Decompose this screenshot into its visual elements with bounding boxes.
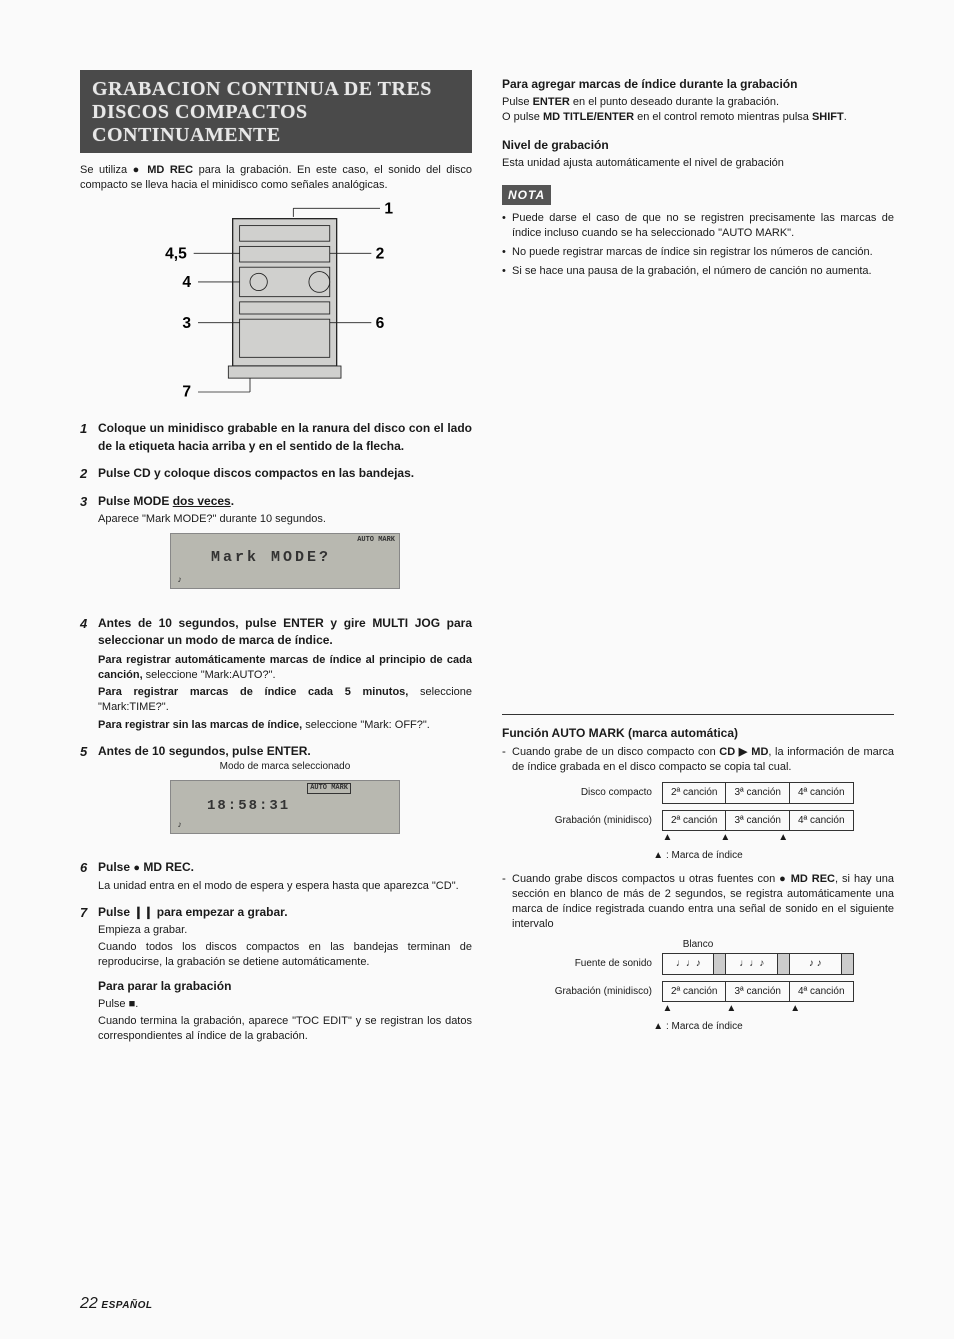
svg-text:7: 7 xyxy=(182,383,191,400)
step-note: Empieza a grabar. xyxy=(98,923,472,938)
device-diagram: 1 2 6 4,5 4 3 7 xyxy=(80,201,472,407)
step-num: 6 xyxy=(80,859,98,893)
step-note: Aparece "Mark MODE?" durante 10 segundos… xyxy=(98,512,472,527)
divider xyxy=(502,714,894,715)
mark-table-1: Disco compacto 2ª canción 3ª canción 4ª … xyxy=(542,782,853,845)
step-note: La unidad entra en el modo de espera y e… xyxy=(98,879,472,894)
step-num: 5 xyxy=(80,743,98,850)
intro-text: Se utiliza ● MD REC para la grabación. E… xyxy=(80,163,472,193)
auto-mark-heading: Función AUTO MARK (marca automática) xyxy=(502,725,894,741)
svg-text:4: 4 xyxy=(182,274,191,291)
step-4: 4 Antes de 10 segundos, pulse ENTER y gi… xyxy=(80,615,472,733)
table-cell: 3ª canción xyxy=(726,783,790,804)
step-title: Antes de 10 segundos, pulse ENTER. xyxy=(98,744,311,758)
table-cell: ♪ ♪ xyxy=(790,954,842,975)
step-sub: Para registrar sin las marcas de índice,… xyxy=(98,718,472,733)
table-cell: 3ª canción xyxy=(726,810,790,831)
title-line1: GRABACION CONTINUA DE TRES xyxy=(92,78,460,101)
step-1: 1 Coloque un minidisco grabable en la ra… xyxy=(80,420,472,455)
table-cell: 2ª canción xyxy=(662,981,726,1002)
svg-text:1: 1 xyxy=(384,201,393,217)
svg-text:6: 6 xyxy=(376,315,385,332)
step-title: Pulse CD y coloque discos compactos en l… xyxy=(98,466,414,480)
nota-item: Puede darse el caso de que no se registr… xyxy=(502,211,894,241)
step-title: Pulse ● MD REC. xyxy=(98,860,194,874)
level-heading: Nivel de grabación xyxy=(502,137,894,153)
right-column: Para agregar marcas de índice durante la… xyxy=(502,70,894,1054)
section-title: GRABACION CONTINUA DE TRES DISCOS COMPAC… xyxy=(80,70,472,153)
table-cell: 3ª canción xyxy=(726,981,790,1002)
stop-body: Pulse ■. xyxy=(98,997,472,1012)
page-lang: ESPAÑOL xyxy=(101,1300,152,1311)
lcd-display: AUTO MARK Mark MODE? ♪ xyxy=(98,533,472,595)
left-column: GRABACION CONTINUA DE TRES DISCOS COMPAC… xyxy=(80,70,472,1054)
add-marks-heading: Para agregar marcas de índice durante la… xyxy=(502,76,894,92)
stop-heading: Para parar la grabación xyxy=(98,978,472,994)
lcd-text: Mark MODE? xyxy=(211,548,331,568)
table-label: Grabación (minidisco) xyxy=(542,810,662,831)
step-num: 3 xyxy=(80,493,98,605)
step-num: 7 xyxy=(80,904,98,1044)
mark-table-2: Fuente de sonido ♩♩♪ ♩♩♪ ♪ ♪ Grabación (… xyxy=(542,953,853,1016)
step-num: 1 xyxy=(80,420,98,455)
step-num: 4 xyxy=(80,615,98,733)
table-label: Fuente de sonido xyxy=(542,954,662,975)
steps-list: 1 Coloque un minidisco grabable en la ra… xyxy=(80,420,472,1043)
auto-mark-item: - Cuando grabe discos compactos u otras … xyxy=(502,872,894,931)
table-cell: 2ª canción xyxy=(662,810,726,831)
blank-label: Blanco xyxy=(502,938,894,952)
step-title: Antes de 10 segundos, pulse ENTER y gire… xyxy=(98,616,472,648)
nota-item: No puede registrar marcas de índice sin … xyxy=(502,245,894,260)
step-3: 3 Pulse MODE dos veces. Aparece "Mark MO… xyxy=(80,493,472,605)
mark-caption: ▲ : Marca de índice xyxy=(502,849,894,863)
step-sub: Para registrar marcas de índice cada 5 m… xyxy=(98,685,472,715)
add-marks-body: Pulse ENTER en el punto deseado durante … xyxy=(502,95,894,125)
step-7: 7 Pulse ❙❙ para empezar a grabar. Empiez… xyxy=(80,904,472,1044)
nota-label: NOTA xyxy=(502,185,551,205)
table-cell: ♩♩♪ xyxy=(662,954,714,975)
mark-caption: ▲ : Marca de índice xyxy=(502,1020,894,1034)
step-num: 2 xyxy=(80,465,98,483)
title-line2: DISCOS COMPACTOS CONTINUAMENTE xyxy=(92,101,460,147)
step-2: 2 Pulse CD y coloque discos compactos en… xyxy=(80,465,472,483)
table-label: Disco compacto xyxy=(542,783,662,804)
page-footer: 22 ESPAÑOL xyxy=(80,1293,153,1315)
table-cell: 4ª canción xyxy=(790,810,854,831)
svg-text:2: 2 xyxy=(376,245,385,262)
step-title: Pulse ❙❙ para empezar a grabar. xyxy=(98,905,288,919)
nota-list: Puede darse el caso de que no se registr… xyxy=(502,211,894,278)
step-sub: Para registrar automáticamente marcas de… xyxy=(98,653,472,683)
step-6: 6 Pulse ● MD REC. La unidad entra en el … xyxy=(80,859,472,893)
svg-text:3: 3 xyxy=(182,315,191,332)
table-cell: 4ª canción xyxy=(790,783,854,804)
lcd-text: 18:58:31 xyxy=(207,797,290,816)
lcd-caption: Modo de marca seleccionado xyxy=(98,760,472,774)
step-title: Coloque un minidisco grabable en la ranu… xyxy=(98,421,472,453)
table-cell: ♩♩♪ xyxy=(726,954,778,975)
table-cell: 4ª canción xyxy=(790,981,854,1002)
step-note: Cuando todos los discos compactos en las… xyxy=(98,940,472,970)
stop-body: Cuando termina la grabación, aparece "TO… xyxy=(98,1014,472,1044)
page-number: 22 xyxy=(80,1295,98,1312)
auto-mark-item: - Cuando grabe de un disco compacto con … xyxy=(502,745,894,775)
step-title: Pulse MODE dos veces. xyxy=(98,494,234,508)
nota-item: Si se hace una pausa de la grabación, el… xyxy=(502,264,894,279)
table-label: Grabación (minidisco) xyxy=(542,981,662,1002)
level-body: Esta unidad ajusta automáticamente el ni… xyxy=(502,156,894,171)
table-cell: 2ª canción xyxy=(662,783,726,804)
lcd-display: AUTO MARK 18:58:31 ♪ xyxy=(98,780,472,840)
svg-text:4,5: 4,5 xyxy=(165,245,187,262)
step-5: 5 Antes de 10 segundos, pulse ENTER. Mod… xyxy=(80,743,472,850)
